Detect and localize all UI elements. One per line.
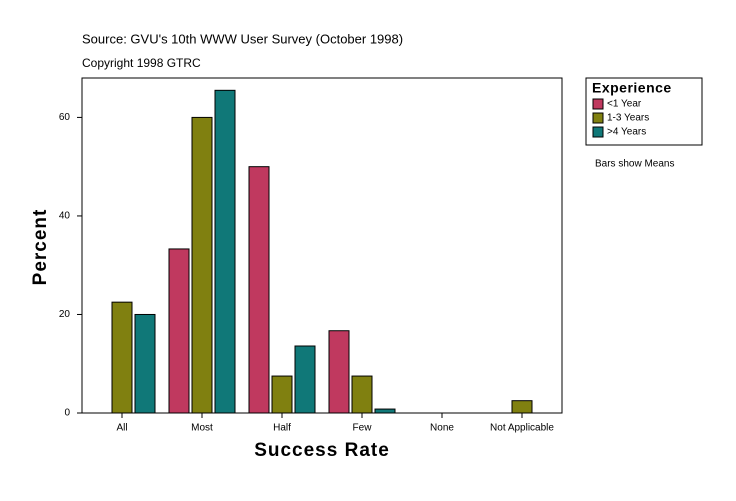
y-tick-label: 0 bbox=[64, 408, 70, 419]
y-tick-label: 20 bbox=[59, 309, 71, 320]
legend-label: >4 Years bbox=[607, 127, 646, 138]
bar bbox=[134, 313, 156, 414]
x-tick-label: Few bbox=[353, 423, 373, 434]
bar bbox=[351, 375, 373, 414]
x-tick-label: Not Applicable bbox=[490, 423, 554, 434]
x-tick-label: None bbox=[430, 423, 454, 434]
y-axis-label: Percent bbox=[30, 209, 51, 286]
legend-swatch bbox=[592, 98, 604, 110]
annotation: Bars show Means bbox=[595, 159, 674, 170]
legend-swatch bbox=[592, 126, 604, 138]
bar bbox=[328, 330, 350, 414]
y-tick-label: 60 bbox=[59, 112, 71, 123]
bar bbox=[214, 89, 236, 414]
subtitle: Source: GVU's 10th WWW User Survey (Octo… bbox=[82, 31, 403, 46]
x-tick-label: Half bbox=[273, 423, 291, 434]
legend-title: Experience bbox=[592, 80, 672, 96]
bar bbox=[271, 375, 293, 414]
legend-box bbox=[585, 77, 703, 146]
legend-label: 1-3 Years bbox=[607, 113, 649, 124]
x-tick-label: All bbox=[116, 423, 127, 434]
bar bbox=[374, 408, 396, 414]
bar bbox=[191, 116, 213, 414]
bar bbox=[168, 248, 190, 414]
legend-label: <1 Year bbox=[607, 99, 642, 110]
bar bbox=[511, 400, 533, 414]
bar bbox=[248, 166, 270, 414]
bar bbox=[294, 345, 316, 414]
legend-swatch bbox=[592, 112, 604, 124]
y-tick-label: 40 bbox=[59, 211, 71, 222]
x-axis-label: Success Rate bbox=[254, 440, 390, 461]
plot-frame bbox=[81, 77, 563, 414]
x-tick-label: Most bbox=[191, 423, 213, 434]
bar bbox=[111, 301, 133, 414]
copyright: Copyright 1998 GTRC bbox=[82, 56, 201, 70]
